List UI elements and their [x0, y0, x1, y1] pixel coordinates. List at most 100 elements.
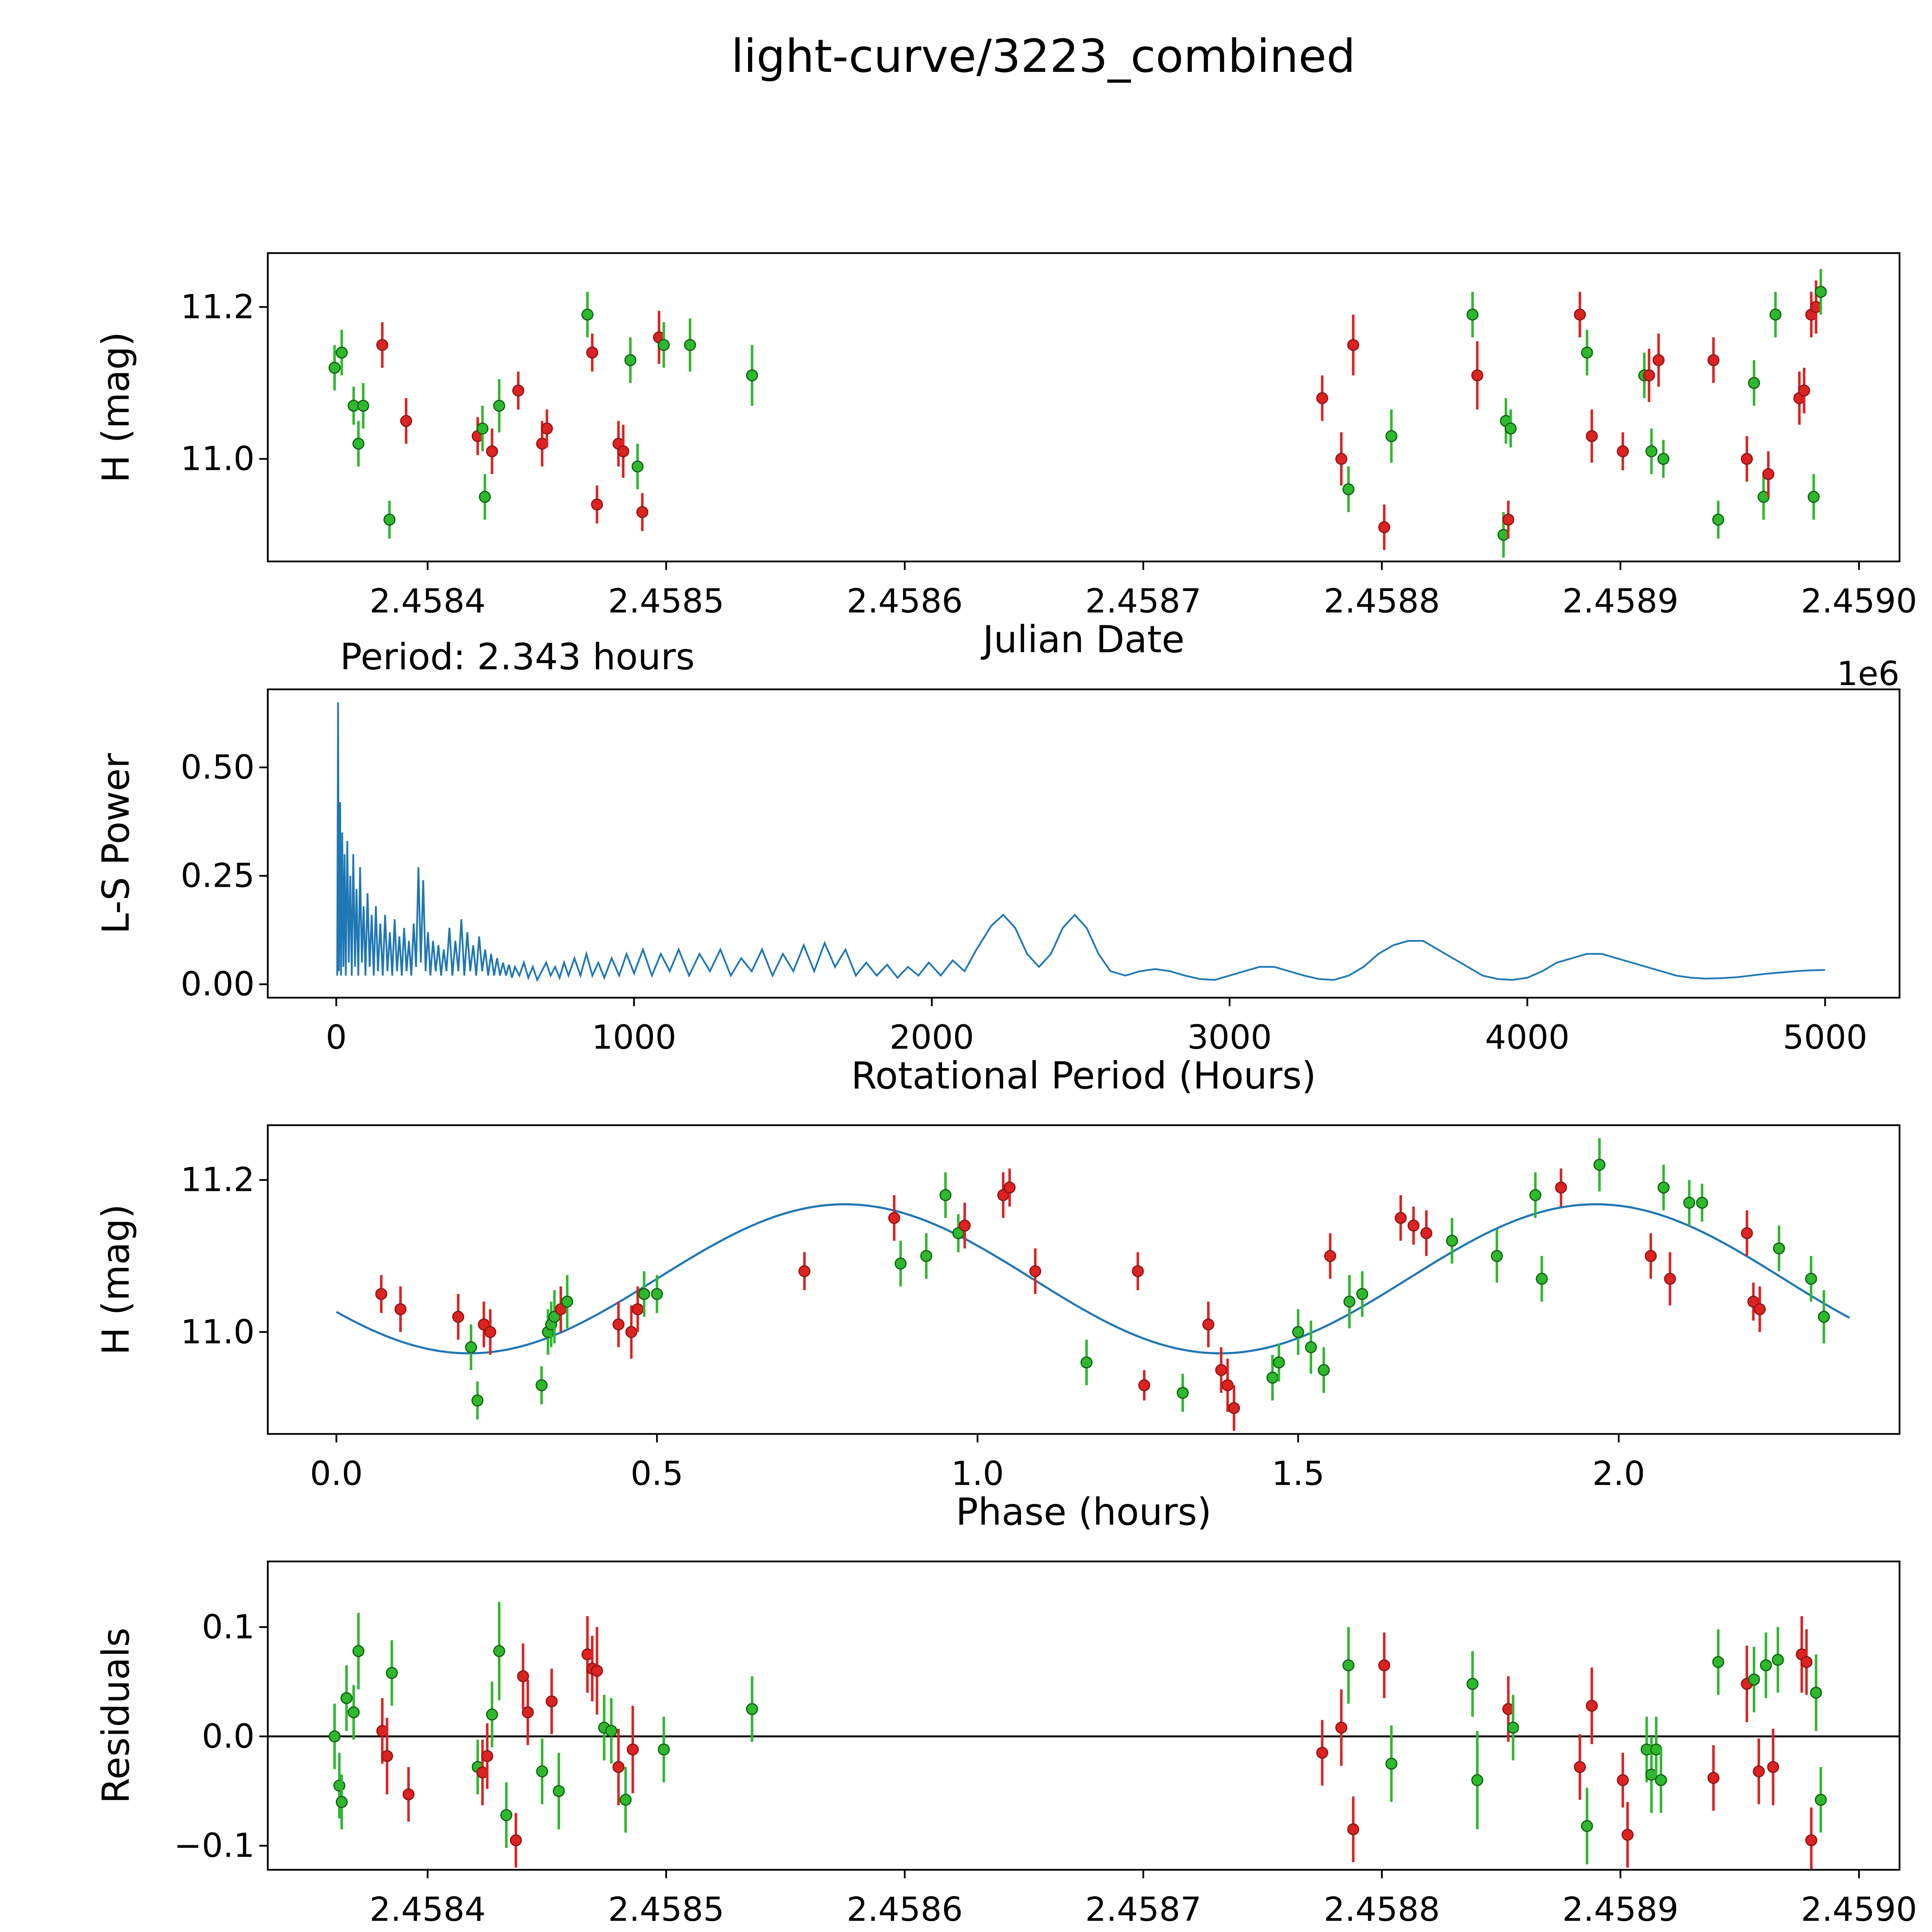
- data-point: [638, 1288, 650, 1300]
- data-point: [1316, 392, 1328, 404]
- data-point: [1347, 339, 1359, 351]
- data-point: [1712, 1656, 1725, 1668]
- x-tick-label: 0: [326, 1018, 347, 1057]
- data-point: [1805, 1834, 1818, 1847]
- data-point: [471, 1394, 484, 1406]
- periodogram-line: [336, 702, 1825, 982]
- data-point: [1593, 1158, 1605, 1171]
- data-point: [1466, 308, 1479, 321]
- data-point: [1586, 1700, 1598, 1712]
- data-point: [1753, 1765, 1765, 1777]
- x-tick-label: 2.4590: [1801, 582, 1917, 621]
- data-point: [1221, 1379, 1234, 1391]
- data-point: [561, 1296, 573, 1308]
- x-tick-label: 2.4586: [847, 582, 963, 621]
- periodogram-panel: 0 1000 2000 3000 4000 5000 0.00 0.25 0.50 Rotatio…: [94, 636, 1901, 1097]
- x-tick-label: 2.4590: [1801, 1890, 1917, 1929]
- x-tick-label: 2.4588: [1324, 582, 1440, 621]
- data-point: [1491, 1250, 1503, 1262]
- x-axis-label: Phase (hours): [956, 1490, 1212, 1534]
- data-point: [1767, 1761, 1779, 1773]
- y-tick-label: 0.00: [181, 965, 255, 1003]
- data-point: [394, 1303, 406, 1315]
- x-tick-label: 2.4586: [847, 1890, 963, 1929]
- data-point: [1741, 453, 1753, 465]
- x-tick-label: 5000: [1783, 1018, 1867, 1057]
- data-point: [512, 384, 524, 397]
- data-point: [612, 1761, 625, 1773]
- data-point: [1555, 1181, 1567, 1194]
- x-tick-label: 2.4584: [369, 582, 486, 621]
- data-point: [1003, 1181, 1016, 1194]
- data-point: [1581, 346, 1593, 359]
- y-axis-ticks: −0.1 0.0 0.1: [174, 1608, 268, 1865]
- data-point: [1808, 491, 1820, 503]
- data-point: [486, 1708, 498, 1721]
- data-point: [493, 1645, 505, 1657]
- x-tick-label: 1.0: [951, 1454, 1004, 1493]
- data-point: [347, 1706, 360, 1719]
- x-tick-label: 2.4589: [1562, 1890, 1679, 1929]
- x-tick-label: 2.4585: [608, 582, 724, 621]
- y-tick-label: −0.1: [174, 1827, 255, 1865]
- y-axis-label: H (mag): [94, 332, 138, 483]
- data-point: [1772, 1654, 1784, 1666]
- data-point: [619, 1794, 632, 1806]
- data-point: [481, 1750, 493, 1762]
- x-tick-label: 2.0: [1592, 1454, 1645, 1493]
- data-point: [624, 354, 636, 366]
- data-point: [1617, 445, 1629, 457]
- data-point: [383, 514, 396, 526]
- data-point: [352, 1645, 365, 1657]
- data-point: [746, 1703, 758, 1715]
- data-point: [400, 415, 412, 427]
- data-point: [1202, 1318, 1214, 1331]
- periodogram-panel-content: [336, 702, 1825, 982]
- data-point: [1581, 1820, 1593, 1832]
- data-point: [1529, 1189, 1541, 1201]
- data-point: [1652, 354, 1665, 366]
- data-point: [1305, 1341, 1317, 1354]
- x-tick-label: 1000: [592, 1018, 676, 1057]
- residuals-panel-content: [268, 1602, 1900, 1870]
- data-point: [1324, 1250, 1337, 1262]
- data-point: [1805, 1273, 1817, 1285]
- sinusoid-fit-line: [336, 1203, 1850, 1355]
- data-point: [375, 1288, 388, 1300]
- y-tick-label: 11.0: [181, 1313, 255, 1351]
- x-axis-ticks: 0.0 0.5 1.0 1.5 2.0: [310, 1434, 1645, 1493]
- x-axis-offset-label: 1e6: [1837, 655, 1900, 693]
- axes-frame: [267, 1124, 1901, 1435]
- data-point: [1507, 1721, 1519, 1734]
- data-point: [1574, 1761, 1586, 1773]
- data-point: [486, 445, 498, 457]
- data-point: [376, 339, 388, 351]
- data-point: [1420, 1227, 1432, 1239]
- x-tick-label: 2.4587: [1085, 1890, 1201, 1929]
- phase-folded-panel-content: [336, 1138, 1850, 1431]
- data-point: [920, 1250, 932, 1262]
- data-point: [625, 1326, 638, 1338]
- data-point: [636, 506, 648, 518]
- data-point: [1810, 1687, 1822, 1699]
- data-point: [546, 1695, 558, 1708]
- data-point: [1385, 430, 1398, 442]
- data-point: [1395, 1212, 1407, 1224]
- data-point: [1378, 521, 1390, 534]
- x-axis-ticks: 0 1000 2000 3000 4000 5000: [326, 998, 1867, 1057]
- data-point: [1378, 1659, 1390, 1672]
- y-tick-label: 0.25: [181, 857, 255, 895]
- data-point: [465, 1341, 477, 1354]
- data-point: [510, 1834, 522, 1847]
- data-point: [1132, 1265, 1144, 1277]
- x-tick-label: 4000: [1485, 1018, 1570, 1057]
- data-point: [536, 1765, 548, 1777]
- y-tick-label: 0.50: [181, 748, 255, 787]
- x-axis-ticks: 2.4584 2.4585 2.4586 2.4587 2.4588 2.4589 2.45…: [369, 561, 1917, 621]
- data-point: [1643, 369, 1655, 381]
- figure-title: light-curve/3223_combined: [731, 29, 1355, 83]
- data-point: [1029, 1265, 1041, 1277]
- data-point: [627, 1743, 639, 1756]
- data-point: [1645, 445, 1658, 457]
- data-point: [1177, 1387, 1189, 1399]
